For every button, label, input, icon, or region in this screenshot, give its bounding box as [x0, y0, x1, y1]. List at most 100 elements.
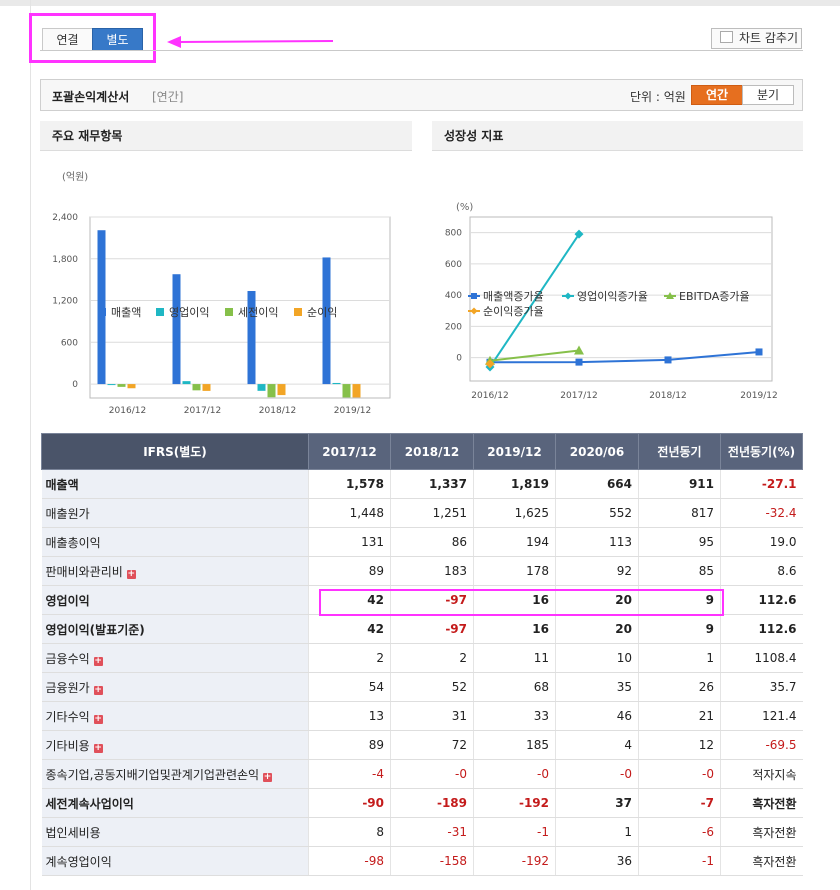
bar-세전이익: [342, 384, 351, 398]
table-cell: -31: [390, 817, 474, 847]
table-cell: 1,625: [473, 498, 556, 528]
table-cell: 21: [638, 701, 721, 731]
bar-영업이익: [332, 382, 341, 385]
period-quarter-button[interactable]: 분기: [742, 85, 794, 105]
row-label-cell: 법인세비용: [41, 817, 309, 847]
legend-swatch: [156, 308, 164, 316]
table-cell: 42: [308, 614, 391, 644]
tab-separate[interactable]: 별도: [92, 28, 143, 51]
row-label-cell[interactable]: 종속기업,공동지배기업및관계기업관련손익 +: [41, 759, 309, 789]
table-cell: 112.6: [720, 614, 803, 644]
table-cell: 10: [555, 643, 639, 673]
table-row: 종속기업,공동지배기업및관계기업관련손익 + -4 -0 -0 -0 -0 적자지속: [41, 759, 803, 789]
data-point: [485, 359, 495, 369]
row-label-cell[interactable]: 판매비와관리비 +: [41, 556, 309, 586]
table-cell: -27.1: [720, 469, 803, 499]
bar-순이익: [352, 384, 361, 398]
table-cell: 1108.4: [720, 643, 803, 673]
legend-swatch: [294, 308, 302, 316]
table-cell: 89: [308, 730, 391, 760]
table-cell: 16: [473, 614, 556, 644]
expand-plus-icon[interactable]: +: [93, 713, 103, 724]
period-annual-button[interactable]: 연간: [691, 85, 743, 105]
y-tick-label: 0: [72, 380, 78, 390]
row-label-cell[interactable]: 기타비용 +: [41, 730, 309, 760]
table-cell: 54: [308, 672, 391, 702]
table-cell: 95: [638, 527, 721, 557]
table-cell: 33: [473, 701, 556, 731]
legend-marker: [471, 293, 477, 299]
row-highlight-box: [319, 589, 724, 616]
expand-plus-icon[interactable]: +: [93, 684, 103, 695]
table-cell: 1,819: [473, 469, 556, 499]
table-cell: 121.4: [720, 701, 803, 731]
table-cell: 흑자전환: [720, 846, 803, 876]
y-tick-label: 600: [445, 260, 462, 270]
table-cell: 194: [473, 527, 556, 557]
table-cell: 4: [555, 730, 639, 760]
table-cell: 37: [555, 788, 639, 818]
table-cell: 31: [390, 701, 474, 731]
tab-consolidated[interactable]: 연결: [42, 28, 93, 51]
table-cell: -6: [638, 817, 721, 847]
x-tick-label: 2018/12: [259, 406, 296, 416]
legend-marker: [666, 292, 674, 299]
data-point: [574, 229, 584, 239]
chart-panel-financials: 주요 재무항목 (억원) 2,400 1,800 1,200 600 0 2016/12 20…: [40, 121, 412, 421]
y-tick-label: 0: [456, 354, 462, 364]
table-cell: 86: [390, 527, 474, 557]
row-label-cell[interactable]: 금융수익 +: [41, 643, 309, 673]
series-line: [489, 349, 580, 362]
table-row: 법인세비용 8 -31 -1 1 -6 흑자전환: [41, 817, 803, 847]
row-label-cell[interactable]: 기타수익 +: [41, 701, 309, 731]
row-label: 기타비용: [45, 738, 90, 753]
table-cell: 2: [390, 643, 474, 673]
table-cell: 911: [638, 469, 721, 499]
table-cell: 552: [555, 498, 639, 528]
expand-plus-icon[interactable]: +: [126, 568, 136, 579]
left-divider: [30, 0, 31, 890]
y-axis-unit: (억원): [62, 171, 88, 183]
table-cell: 19.0: [720, 527, 803, 557]
expand-plus-icon[interactable]: +: [263, 771, 273, 782]
table-cell: -97: [390, 614, 474, 644]
expand-plus-icon[interactable]: +: [93, 742, 103, 753]
table-row: 매출액 1,578 1,337 1,819 664 911 -27.1: [41, 469, 803, 499]
row-label-cell[interactable]: 금융원가 +: [41, 672, 309, 702]
chart-title: 주요 재무항목: [40, 121, 412, 151]
expand-plus-icon[interactable]: +: [93, 655, 103, 666]
table-cell: 1: [638, 643, 721, 673]
row-label: 매출원가: [45, 506, 90, 521]
table-cell: -189: [390, 788, 474, 818]
table-cell: 68: [473, 672, 556, 702]
chart-toggle-icon: [720, 31, 733, 43]
bar-매출액: [97, 230, 106, 385]
legend-marker: [564, 292, 572, 300]
x-tick-label: 2016/12: [471, 391, 508, 401]
table-cell: 26: [638, 672, 721, 702]
table-cell: -4: [308, 759, 391, 789]
row-label: 계속영업이익: [45, 854, 112, 869]
table-cell: 72: [390, 730, 474, 760]
bar-세전이익: [267, 384, 276, 398]
table-cell: -0: [390, 759, 474, 789]
section-subtitle: [연간]: [152, 90, 184, 104]
table-cell: 9: [638, 614, 721, 644]
legend-label: 순이익: [307, 306, 337, 319]
column-header-label: IFRS(별도): [41, 433, 309, 470]
legend-label: 매출액증가율: [483, 290, 544, 303]
hide-chart-button[interactable]: 차트 감추기: [711, 28, 802, 49]
table-cell: -7: [638, 788, 721, 818]
chart-panel-growth: 성장성 지표 (%) 800 600 400 200 0 2016/12 2017/12 201…: [432, 121, 803, 421]
row-label: 종속기업,공동지배기업및관계기업관련손익: [45, 767, 260, 782]
table-cell: 664: [555, 469, 639, 499]
table-row: 기타수익 +13 31 33 46 21 121.4: [41, 701, 803, 731]
table-row: 영업이익(발표기준) 42 -97 16 20 9 112.6: [41, 614, 803, 644]
row-label: 금융원가: [45, 680, 90, 695]
bar-순이익: [127, 384, 136, 389]
y-tick-label: 1,200: [52, 297, 78, 307]
row-label: 법인세비용: [45, 825, 101, 840]
table-row: 금융수익 +2 2 11 10 1 1108.4: [41, 643, 803, 673]
bar-세전이익: [117, 384, 126, 387]
legend-label: 순이익증가율: [483, 305, 544, 318]
